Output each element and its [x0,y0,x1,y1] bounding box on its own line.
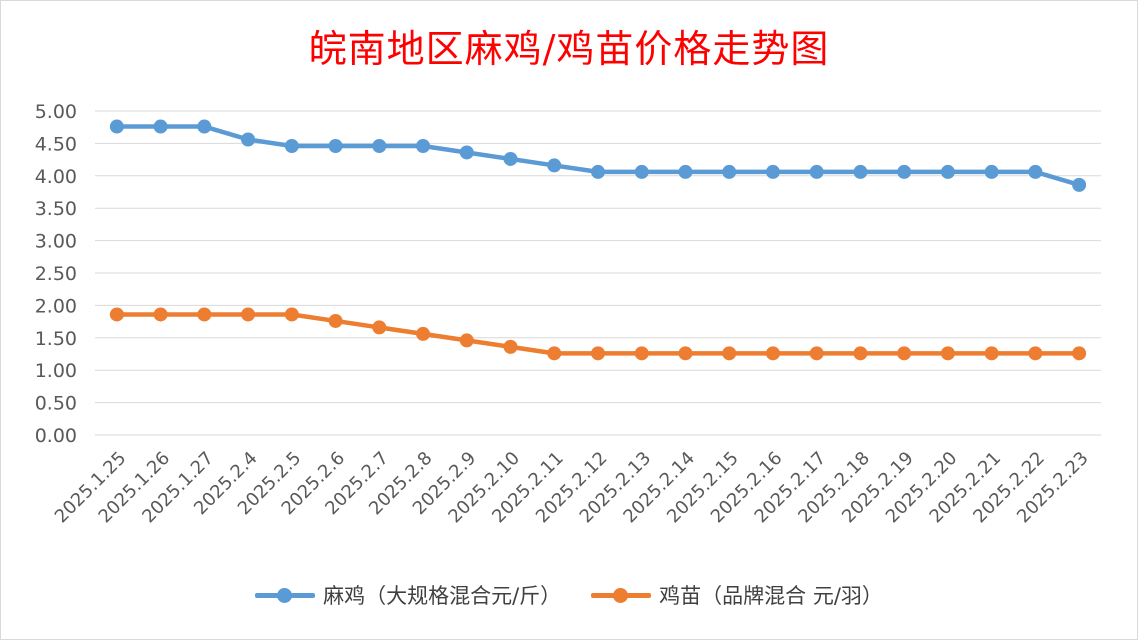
legend-swatch-jimiao [591,585,652,605]
data-point[interactable] [853,164,868,179]
data-point[interactable] [547,158,562,173]
data-point[interactable] [328,138,343,153]
x-axis-ticks: 2025.1.252025.1.262025.1.272025.2.42025.… [51,448,1093,528]
data-point[interactable] [678,164,693,179]
data-point[interactable] [984,346,999,361]
y-tick-label: 0.00 [35,425,77,447]
data-point[interactable] [372,138,387,153]
chart-title: 皖南地区麻鸡/鸡苗价格走势图 [308,27,830,71]
series-0 [109,119,1087,192]
y-tick-label: 1.00 [35,360,77,382]
data-point[interactable] [1072,177,1087,192]
data-point[interactable] [284,138,299,153]
legend-item-majii[interactable]: 麻鸡（大规格混合元/斤） [255,580,561,610]
legend-marker-majii [277,588,293,603]
y-axis-ticks: 0.00 0.50 1.00 1.50 2.00 2.50 3.00 3.50 4.00 4.50… [35,101,77,447]
y-tick-label: 0.50 [35,393,77,415]
gridlines [95,110,1101,436]
legend-item-jimiao[interactable]: 鸡苗（品牌混合 元/羽） [591,580,883,610]
data-point[interactable] [197,307,212,322]
data-point[interactable] [109,119,124,134]
legend-marker-jimiao [613,588,629,603]
data-point[interactable] [634,164,649,179]
data-point[interactable] [503,151,518,166]
data-point[interactable] [984,164,999,179]
legend-label-majii: 麻鸡（大规格混合元/斤） [323,584,562,608]
data-point[interactable] [109,307,124,322]
legend: 麻鸡（大规格混合元/斤） 鸡苗（品牌混合 元/羽） [0,580,1138,610]
data-point[interactable] [722,346,737,361]
y-tick-label: 2.00 [35,295,77,317]
data-point[interactable] [897,346,912,361]
y-tick-label: 3.00 [35,231,77,253]
data-point[interactable] [765,346,780,361]
data-point[interactable] [153,307,168,322]
data-point[interactable] [328,313,343,328]
data-point[interactable] [416,138,431,153]
data-point[interactable] [197,119,212,134]
data-point[interactable] [765,164,780,179]
data-point[interactable] [897,164,912,179]
data-point[interactable] [284,307,299,322]
legend-label-jimiao: 鸡苗（品牌混合 元/羽） [659,584,883,608]
data-point[interactable] [503,339,518,354]
data-point[interactable] [678,346,693,361]
series-layer [109,119,1087,361]
data-point[interactable] [241,132,256,147]
data-point[interactable] [547,346,562,361]
data-point[interactable] [940,164,955,179]
data-point[interactable] [1028,164,1043,179]
y-tick-label: 5.00 [35,101,77,123]
y-tick-label: 2.50 [35,263,77,285]
data-point[interactable] [853,346,868,361]
data-point[interactable] [372,320,387,335]
data-point[interactable] [459,145,474,160]
data-point[interactable] [809,164,824,179]
data-point[interactable] [591,346,605,361]
y-tick-label: 4.50 [35,133,77,155]
data-point[interactable] [722,164,737,179]
data-point[interactable] [940,346,955,361]
legend-swatch-majii [255,585,316,605]
data-point[interactable] [416,326,431,341]
data-point[interactable] [1028,346,1043,361]
data-point[interactable] [591,164,605,179]
y-tick-label: 4.00 [35,166,77,188]
data-point[interactable] [809,346,824,361]
data-point[interactable] [241,307,256,322]
data-point[interactable] [459,333,474,348]
y-tick-label: 1.50 [35,328,77,350]
y-tick-label: 3.50 [35,198,77,220]
data-point[interactable] [153,119,168,134]
data-point[interactable] [634,346,649,361]
data-point[interactable] [1072,346,1087,361]
series-1 [109,307,1087,361]
